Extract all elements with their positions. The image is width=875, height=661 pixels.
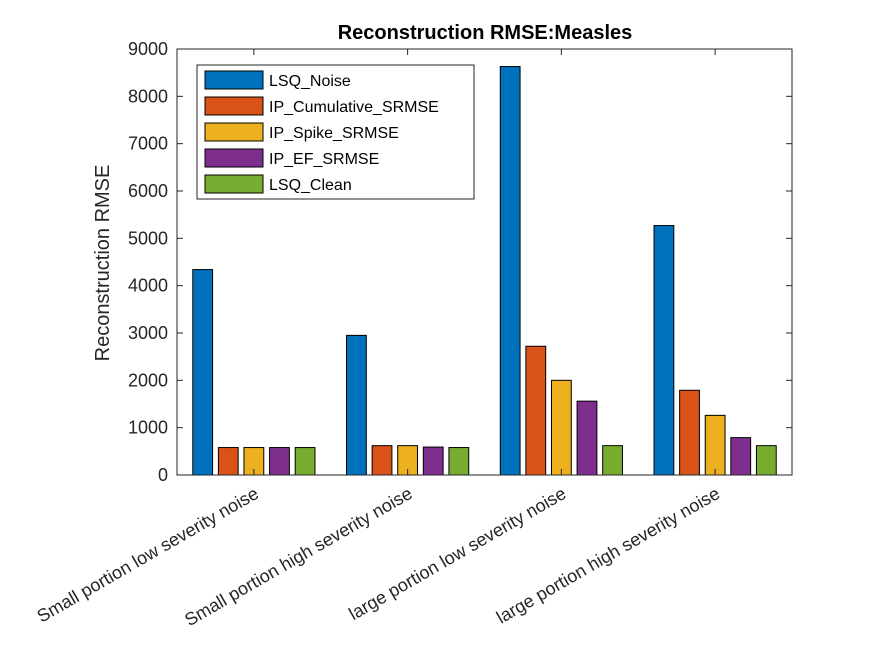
bar-IP_Cumulative_SRMSE-2 — [371, 445, 393, 476]
bar-LSQ_Clean-2 — [448, 447, 470, 476]
bar-LSQ_Clean-4 — [755, 445, 777, 476]
bar-IP_EF_SRMSE-3 — [576, 400, 598, 476]
bar-IP_EF_SRMSE-2 — [422, 446, 444, 476]
bar-IP_Spike_SRMSE-4 — [704, 414, 726, 476]
y-tick-label: 8000 — [128, 86, 168, 106]
legend-swatch-IP_Spike_SRMSE — [204, 122, 264, 142]
y-tick-label: 0 — [158, 465, 168, 485]
bar-IP_EF_SRMSE-1 — [269, 447, 290, 476]
bar-IP_Spike_SRMSE-3 — [550, 379, 572, 476]
y-tick-label: 7000 — [128, 134, 168, 154]
y-tick-label: 6000 — [128, 181, 168, 201]
y-tick-label: 4000 — [128, 276, 168, 296]
bar-LSQ_Noise-1 — [192, 269, 214, 476]
legend: LSQ_Noise IP_Cumulative_SRMSE IP_Spike_SRM… — [196, 64, 475, 200]
bar-LSQ_Clean-1 — [294, 447, 316, 476]
bar-IP_Cumulative_SRMSE-4 — [679, 389, 700, 476]
legend-swatch-IP_Cumulative_SRMSE — [204, 96, 264, 116]
y-tick-label: 2000 — [128, 370, 168, 390]
legend-label-IP_EF_SRMSE: IP_EF_SRMSE — [269, 151, 379, 168]
legend-swatch-LSQ_Clean — [204, 174, 264, 194]
bar-LSQ_Clean-3 — [602, 445, 623, 476]
bar-LSQ_Noise-4 — [653, 225, 675, 476]
bar-IP_Cumulative_SRMSE-3 — [525, 345, 547, 476]
bar-LSQ_Noise-2 — [346, 334, 367, 476]
legend-label-LSQ_Clean: LSQ_Clean — [269, 177, 352, 194]
y-tick-label: 9000 — [128, 39, 168, 59]
legend-label-IP_Cumulative_SRMSE: IP_Cumulative_SRMSE — [269, 99, 439, 116]
bar-IP_EF_SRMSE-4 — [730, 437, 752, 476]
y-tick-label: 5000 — [128, 228, 168, 248]
y-tick-label: 1000 — [128, 418, 168, 438]
bar-LSQ_Noise-3 — [499, 66, 521, 476]
legend-swatch-LSQ_Noise — [204, 70, 264, 90]
bar-IP_Cumulative_SRMSE-1 — [217, 447, 239, 476]
axes-box — [176, 48, 793, 476]
legend-label-LSQ_Noise: LSQ_Noise — [269, 73, 351, 90]
y-axis-label: Reconstruction RMSE — [92, 165, 114, 362]
legend-label-IP_Spike_SRMSE: IP_Spike_SRMSE — [269, 125, 399, 142]
legend-swatch-IP_EF_SRMSE — [204, 148, 264, 168]
y-tick-label: 3000 — [128, 323, 168, 343]
chart-title: Reconstruction RMSE:Measles — [338, 22, 633, 44]
